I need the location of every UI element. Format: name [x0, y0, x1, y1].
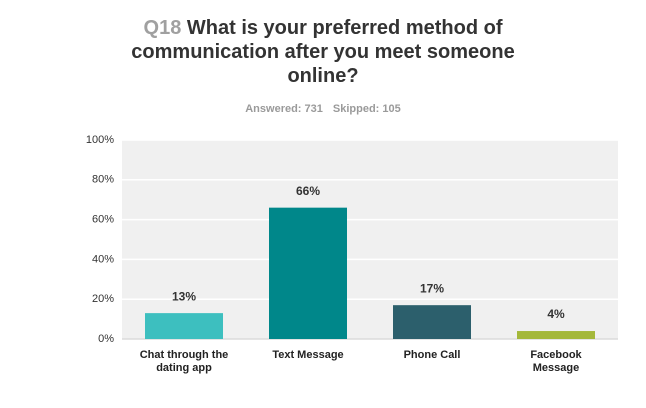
bar [517, 331, 595, 339]
chart-title: What is your preferred method of communi… [131, 17, 515, 87]
x-tick-label: Facebook Message [530, 349, 582, 374]
chart-title-block: Q18 What is your preferred method of com… [118, 16, 528, 88]
data-label: 66% [296, 184, 320, 198]
plot-background [122, 140, 618, 339]
data-label: 17% [420, 281, 444, 295]
skipped: Skipped: 105 [332, 103, 401, 115]
y-tick-label: 80% [92, 174, 114, 186]
x-tick-label: Chat through the dating app [139, 349, 229, 374]
y-tick-label: 0% [98, 333, 114, 345]
bar [393, 305, 471, 339]
x-tick-label: Phone Call [403, 349, 461, 361]
data-label: 13% [172, 289, 196, 303]
y-tick-label: 100% [86, 134, 114, 146]
y-tick-label: 40% [92, 253, 114, 265]
question-number: Q18 [143, 17, 182, 39]
bar [145, 313, 223, 339]
x-tick-label: Text Message [272, 349, 344, 361]
answered: Answered: 731 [245, 103, 323, 115]
subtitle: Answered: 731 Skipped: 105 [0, 103, 646, 115]
bar [269, 207, 347, 339]
data-label: 4% [547, 307, 565, 321]
y-tick-label: 20% [92, 293, 114, 305]
y-tick-label: 60% [92, 214, 114, 226]
